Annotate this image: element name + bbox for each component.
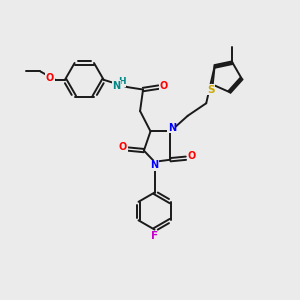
Text: O: O bbox=[187, 151, 195, 161]
Text: O: O bbox=[160, 81, 168, 91]
Text: N: N bbox=[151, 160, 159, 170]
Text: S: S bbox=[208, 85, 215, 95]
Text: N: N bbox=[168, 123, 176, 133]
Text: F: F bbox=[151, 231, 158, 241]
Text: O: O bbox=[46, 73, 54, 83]
Text: H: H bbox=[118, 77, 125, 86]
Text: N: N bbox=[112, 81, 120, 91]
Text: O: O bbox=[119, 142, 127, 152]
